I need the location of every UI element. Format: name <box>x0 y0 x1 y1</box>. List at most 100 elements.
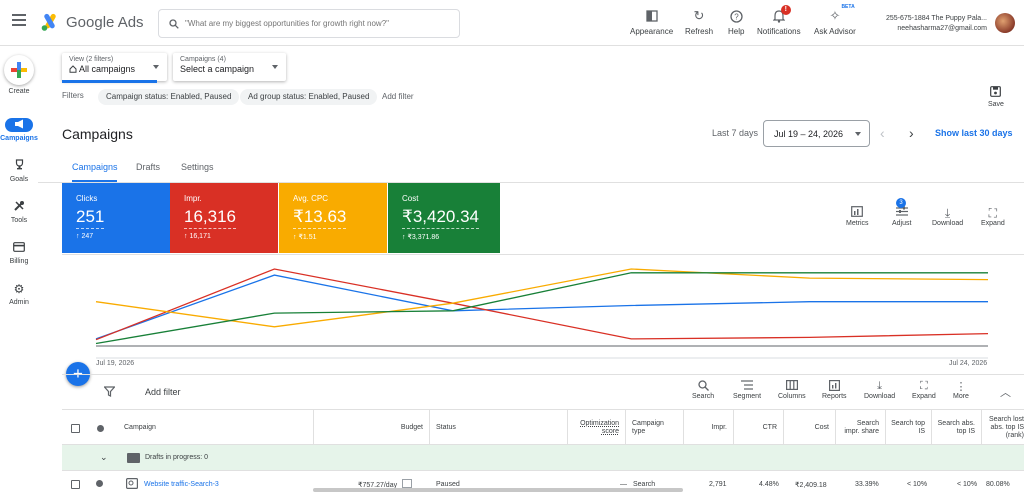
chart-download-button[interactable]: ⤓ Download <box>932 206 963 227</box>
adjust-button[interactable]: 3 Adjust <box>892 198 911 227</box>
refresh-button[interactable]: ↻ Refresh <box>685 8 713 36</box>
col-type-line2: type <box>632 428 646 435</box>
col-search-impr-share[interactable]: Search impr. share <box>836 410 886 446</box>
metric-value: ₹3,420.34 <box>402 207 479 229</box>
table-row[interactable]: Website traffic-Search-3 ₹757.27/day Pau… <box>62 471 1024 494</box>
google-ads-logo[interactable]: Google Ads <box>40 12 144 32</box>
tab-settings[interactable]: Settings <box>181 162 214 172</box>
next-period-icon[interactable]: › <box>909 125 914 141</box>
table-add-filter[interactable]: Add filter <box>145 387 181 397</box>
previous-period-icon[interactable]: ‹ <box>880 125 885 141</box>
view-selector-caption: View (2 filters) <box>69 56 114 63</box>
status-dot-icon <box>96 424 104 432</box>
notifications-button[interactable]: ! Notifications <box>757 5 801 36</box>
col-stop-line2: IS <box>918 428 925 435</box>
col-campaign[interactable]: Campaign <box>118 410 314 446</box>
nav-campaigns-label: Campaigns <box>0 135 38 142</box>
menu-icon[interactable] <box>12 14 26 26</box>
select-all-checkbox[interactable] <box>70 423 80 433</box>
col-sabs-line2: top IS <box>956 428 975 435</box>
more-button[interactable]: ⋮ More <box>953 380 969 400</box>
nav-campaigns[interactable]: Campaigns <box>0 118 38 142</box>
col-campaign-type[interactable]: Campaign type <box>626 410 684 446</box>
active-tab-indicator <box>72 180 117 182</box>
segment-button[interactable]: Segment <box>733 380 761 400</box>
col-type-line1: Campaign <box>632 420 664 427</box>
filter-chip-ad-group-status[interactable]: Ad group status: Enabled, Paused <box>240 89 378 105</box>
col-search-abs-top-is[interactable]: Search abs. top IS <box>932 410 982 446</box>
search-campaign-icon <box>126 478 139 491</box>
nav-goals[interactable]: Goals <box>0 159 38 183</box>
filter-chip-campaign-status[interactable]: Campaign status: Enabled, Paused <box>98 89 240 105</box>
col-ctr[interactable]: CTR <box>734 410 784 446</box>
col-status[interactable]: Status <box>430 410 568 446</box>
col-cost[interactable]: Cost <box>784 410 836 446</box>
metric-delta: ↑ ₹3,371.86 <box>402 234 440 241</box>
row-status[interactable]: Paused <box>436 481 460 488</box>
row-checkbox[interactable] <box>71 480 80 489</box>
chevron-up-icon[interactable]: ︿ <box>1000 387 1011 399</box>
help-button[interactable]: ? Help <box>728 8 744 36</box>
nav-goals-label: Goals <box>9 176 29 183</box>
beta-badge: BETA <box>841 4 855 10</box>
table-expand-button[interactable]: ⛶ Expand <box>912 380 936 400</box>
chart-expand-button[interactable]: ⛶ Expand <box>981 206 1005 227</box>
nav-tools[interactable]: Tools <box>0 200 38 224</box>
metrics-button[interactable]: Metrics <box>846 206 869 227</box>
row-campaign-name[interactable]: Website traffic-Search-3 <box>144 481 219 488</box>
refresh-label: Refresh <box>685 27 714 36</box>
metric-card-avg-cpc[interactable]: Avg. CPC ₹13.63 ↑ ₹1.51 <box>279 183 387 253</box>
col-budget[interactable]: Budget <box>314 410 430 446</box>
tab-campaigns[interactable]: Campaigns <box>72 162 118 172</box>
filters-label: Filters <box>62 91 84 100</box>
metric-value: 251 <box>76 207 105 229</box>
expand-icon: ⛶ <box>988 206 998 220</box>
nav-admin-label: Admin <box>9 299 29 306</box>
col-search-top-is[interactable]: Search top IS <box>886 410 932 446</box>
drafts-group-row[interactable]: ⌄ Drafts in progress: 0 <box>62 445 1024 471</box>
trophy-icon <box>0 159 38 173</box>
horizontal-scrollbar[interactable] <box>313 488 683 492</box>
nav-admin[interactable]: ⚙ Admin <box>0 282 38 306</box>
edit-budget-icon[interactable] <box>402 479 412 490</box>
appearance-label: Appearance <box>630 27 674 36</box>
campaign-selector[interactable]: Campaigns (4) Select a campaign <box>173 53 286 81</box>
col-impressions[interactable]: Impr. <box>684 410 734 446</box>
campaign-selector-value: Select a campaign <box>180 64 255 74</box>
table-search-button[interactable]: Search <box>692 380 714 400</box>
metric-card-clicks[interactable]: Clicks 251 ↑ 247 <box>62 183 170 253</box>
search-input[interactable] <box>185 19 455 28</box>
metric-card-impressions[interactable]: Impr. 16,316 ↑ 16,171 <box>170 183 278 253</box>
table-download-button[interactable]: ⤓ Download <box>864 380 895 400</box>
filter-funnel-icon[interactable] <box>103 386 116 400</box>
account-info[interactable]: 255-675-1884 The Puppy Pala... neehashar… <box>877 14 987 34</box>
search-box[interactable] <box>158 9 460 38</box>
left-nav-rail: Create Campaigns Goals Tools Billing ⚙ A… <box>0 46 38 494</box>
col-sis-line1: Search <box>856 420 879 427</box>
chevron-down-icon[interactable]: ⌄ <box>100 452 108 462</box>
save-label: Save <box>988 101 1004 108</box>
show-last-30-days-link[interactable]: Show last 30 days <box>935 128 1013 138</box>
performance-chart <box>62 254 1024 372</box>
reports-button[interactable]: Reports <box>822 380 847 400</box>
bell-icon: ! <box>772 5 791 24</box>
columns-label: Columns <box>778 393 806 400</box>
add-filter-link[interactable]: Add filter <box>382 92 414 101</box>
col-optimization-score[interactable]: Optimization score <box>568 410 626 446</box>
save-button[interactable]: Save <box>988 86 1004 108</box>
view-selector[interactable]: View (2 filters) All campaigns <box>62 53 167 83</box>
save-icon <box>990 86 1002 97</box>
download-icon: ⤓ <box>944 206 951 220</box>
row-status-icon[interactable] <box>96 480 103 487</box>
ask-advisor-button[interactable]: ✧ BETA Ask Advisor <box>814 4 856 36</box>
nav-billing[interactable]: Billing <box>0 241 38 265</box>
table-toolbar-divider <box>62 374 1024 375</box>
metric-card-cost[interactable]: Cost ₹3,420.34 ↑ ₹3,371.86 <box>388 183 500 253</box>
columns-button[interactable]: Columns <box>778 380 806 400</box>
create-button[interactable] <box>4 55 34 85</box>
col-search-lost-abs-top-is[interactable]: Search lost abs. top IS (rank) <box>982 410 1024 446</box>
avatar[interactable] <box>995 13 1015 33</box>
tab-drafts[interactable]: Drafts <box>136 162 161 172</box>
date-range-picker[interactable]: Jul 19 – 24, 2026 <box>763 120 870 147</box>
appearance-button[interactable]: Appearance <box>630 8 673 36</box>
